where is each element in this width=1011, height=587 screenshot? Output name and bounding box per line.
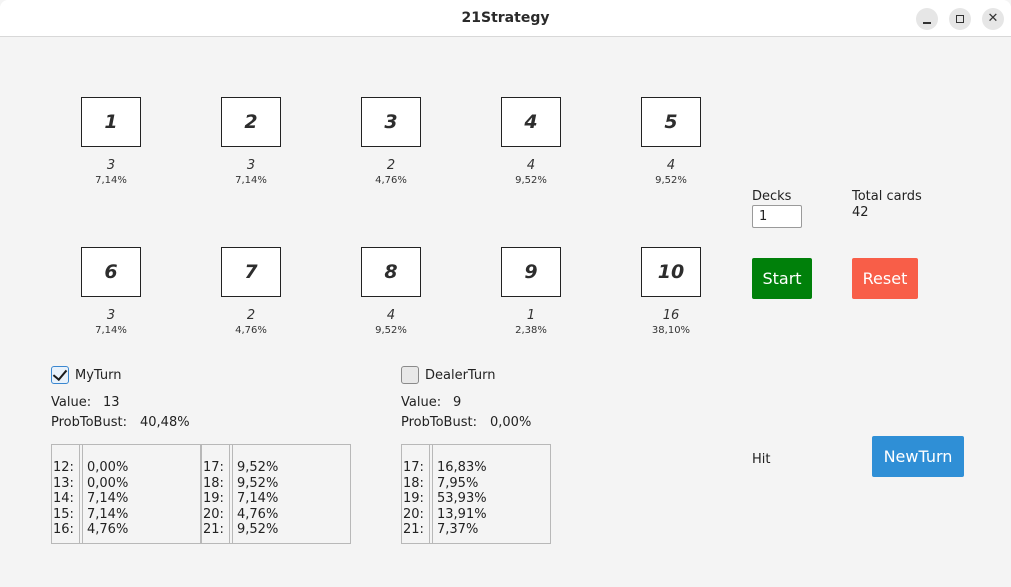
minimize-icon xyxy=(923,22,931,24)
maximize-button[interactable] xyxy=(949,8,971,30)
table-divider xyxy=(429,445,433,543)
card-7-percent: 4,76% xyxy=(235,325,267,336)
window-title: 21Strategy xyxy=(461,10,550,26)
my-value: 13 xyxy=(103,395,120,410)
dealer-table-keys: 17: 18: 19: 20: 21: xyxy=(403,460,424,537)
card-6-count: 3 xyxy=(106,308,116,323)
dealer-prob-value: 0,00% xyxy=(490,415,532,430)
card-10-percent: 38,10% xyxy=(651,325,691,336)
table-divider xyxy=(229,445,233,543)
my-table-2-keys: 17: 18: 19: 20: 21: xyxy=(203,460,224,537)
my-value-label: Value: xyxy=(51,395,92,410)
minimize-button[interactable] xyxy=(916,8,938,30)
my-table-2-values: 9,52% 9,52% 7,14% 4,76% 9,52% xyxy=(237,460,279,537)
dealer-value-label: Value: xyxy=(401,395,442,410)
my-prob-label: ProbToBust: xyxy=(51,415,127,430)
card-2[interactable]: 2 xyxy=(221,97,281,147)
my-turn-label: MyTurn xyxy=(75,368,122,383)
dealer-probability-table: 17: 18: 19: 20: 21: 16,83% 7,95% 53,93% … xyxy=(401,444,551,544)
decks-input[interactable] xyxy=(752,205,802,228)
new-turn-button[interactable]: NewTurn xyxy=(872,436,964,477)
my-table-1-values: 0,00% 0,00% 7,14% 7,14% 4,76% xyxy=(87,460,129,537)
card-1-percent: 7,14% xyxy=(95,175,127,186)
card-7[interactable]: 7 xyxy=(221,247,281,297)
decks-label: Decks xyxy=(752,189,792,204)
card-9-count: 1 xyxy=(526,308,536,323)
dealer-turn-label: DealerTurn xyxy=(425,368,496,383)
card-3[interactable]: 3 xyxy=(361,97,421,147)
close-button[interactable]: ✕ xyxy=(982,8,1004,30)
reset-button[interactable]: Reset xyxy=(852,258,918,299)
card-9[interactable]: 9 xyxy=(501,247,561,297)
card-8-count: 4 xyxy=(386,308,396,323)
my-turn-checkbox[interactable] xyxy=(51,365,69,384)
card-3-count: 2 xyxy=(386,158,396,173)
start-button[interactable]: Start xyxy=(752,258,812,299)
card-8[interactable]: 8 xyxy=(361,247,421,297)
card-1-count: 3 xyxy=(106,158,116,173)
check-icon xyxy=(52,365,68,382)
table-divider xyxy=(79,445,83,543)
card-2-percent: 7,14% xyxy=(235,175,267,186)
card-7-count: 2 xyxy=(246,308,256,323)
card-3-percent: 4,76% xyxy=(375,175,407,186)
strategy-hint: Hit xyxy=(752,452,771,467)
card-6[interactable]: 6 xyxy=(81,247,141,297)
total-cards-value: 42 xyxy=(852,205,869,220)
card-4-count: 4 xyxy=(526,158,536,173)
card-8-percent: 9,52% xyxy=(375,325,407,336)
card-5[interactable]: 5 xyxy=(641,97,701,147)
card-6-percent: 7,14% xyxy=(95,325,127,336)
card-5-percent: 9,52% xyxy=(655,175,687,186)
my-probability-table-2: 17: 18: 19: 20: 21: 9,52% 9,52% 7,14% 4,… xyxy=(201,444,351,544)
dealer-table-values: 16,83% 7,95% 53,93% 13,91% 7,37% xyxy=(437,460,487,537)
card-9-percent: 2,38% xyxy=(515,325,547,336)
title-bar: 21Strategy ✕ xyxy=(0,0,1011,37)
total-cards-label: Total cards xyxy=(852,189,922,204)
dealer-turn-checkbox[interactable] xyxy=(401,366,419,384)
card-1[interactable]: 1 xyxy=(81,97,141,147)
my-prob-value: 40,48% xyxy=(140,415,190,430)
maximize-icon xyxy=(956,15,964,23)
card-10-count: 16 xyxy=(662,308,680,323)
dealer-value: 9 xyxy=(453,395,462,410)
card-10[interactable]: 10 xyxy=(641,247,701,297)
my-table-1-keys: 12: 13: 14: 15: 16: xyxy=(53,460,74,537)
close-icon: ✕ xyxy=(987,11,999,26)
card-2-count: 3 xyxy=(246,158,256,173)
dealer-prob-label: ProbToBust: xyxy=(401,415,477,430)
card-5-count: 4 xyxy=(666,158,676,173)
card-4[interactable]: 4 xyxy=(501,97,561,147)
card-4-percent: 9,52% xyxy=(515,175,547,186)
my-probability-table-1: 12: 13: 14: 15: 16: 0,00% 0,00% 7,14% 7,… xyxy=(51,444,201,544)
